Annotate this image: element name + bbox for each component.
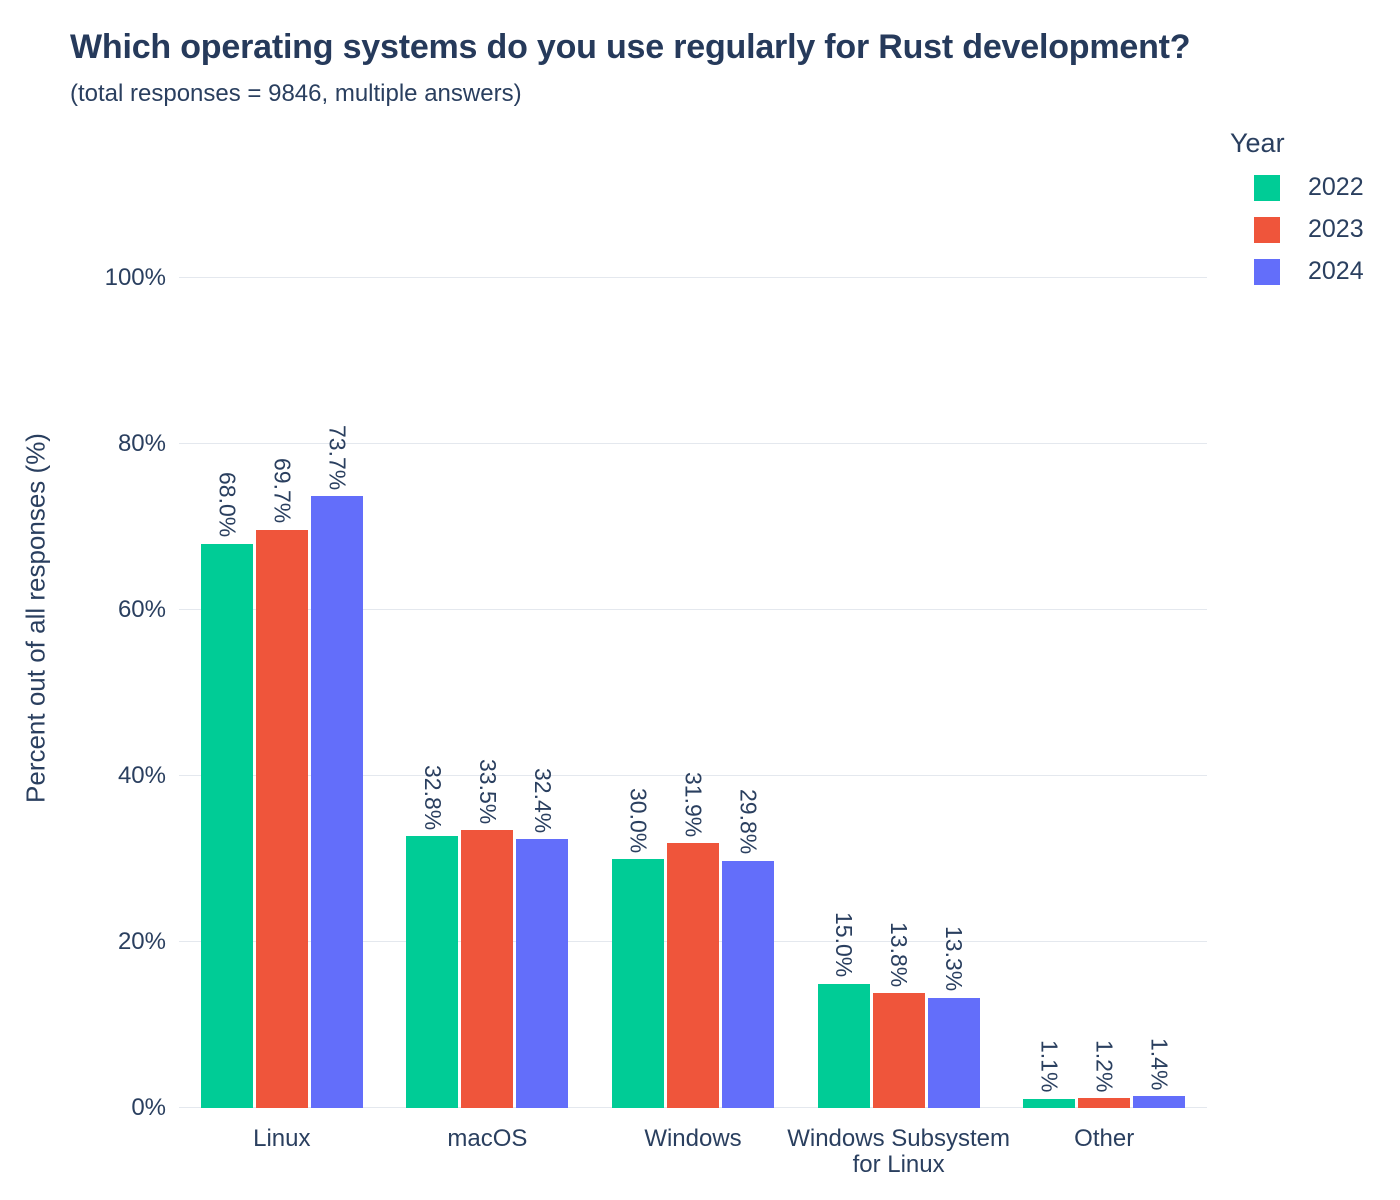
bar-2024-windows-subsystem [927,997,980,1108]
y-tick-label: 100% [104,264,166,291]
bar-group-other: 1.1% 1.2% 1.4% [1001,278,1207,1108]
bar-column: 1.2% [1078,278,1131,1108]
bar-2024-other [1133,1096,1186,1108]
bar-value-label: 32.4% [529,767,556,834]
y-tick-label: 40% [117,762,166,789]
bar-2024-linux [310,496,363,1108]
bar-value-label: 15.0% [831,912,858,978]
bar-2023-windows [666,843,719,1108]
legend-item-label: 2022 [1308,173,1364,201]
bar-column: 32.8% [406,278,459,1108]
plot-area: 68.0% 69.7% 73.7% 32.8% 33.5% 32.4% 30.0% 31.9%… [179,277,1207,1108]
bar-value-label: 1.2% [1091,1039,1118,1093]
bar-group-windows-subsystem: 15.0% 13.8% 13.3% [796,278,1002,1108]
legend-item-label: 2023 [1308,215,1364,243]
bar-column: 15.0% [817,278,870,1108]
bar-value-label: 13.3% [941,926,968,992]
bar-column: 1.4% [1133,278,1186,1108]
bar-column: 33.5% [461,278,514,1108]
bar-column: 73.7% [310,278,363,1108]
legend: Year 2022 2023 2024 [1228,128,1364,299]
gridline-80% [179,443,1207,444]
legend-swatch-2022 [1254,174,1280,201]
x-category-label: macOS [447,1125,528,1152]
bar-value-label: 30.0% [625,787,652,853]
bar-value-label: 29.8% [735,789,762,855]
bar-2022-macos [406,835,459,1108]
bar-value-label: 68.0% [214,472,241,538]
y-tick-label: 60% [117,596,166,623]
bar-column: 69.7% [255,278,308,1108]
bar-2024-windows [721,860,774,1108]
y-tick-label: 80% [117,430,166,457]
bar-column: 31.9% [666,278,719,1108]
legend-item-2022[interactable]: 2022 [1254,173,1364,202]
bar-group-windows: 30.0% 31.9% 29.8% [590,278,796,1108]
bar-column: 30.0% [611,278,664,1108]
bar-2022-linux [200,543,253,1108]
legend-swatch-2024 [1254,258,1280,285]
bar-group-linux: 68.0% 69.7% 73.7% [179,278,385,1108]
bar-value-label: 13.8% [886,922,913,988]
bar-column: 29.8% [721,278,774,1108]
gridline-100% [179,277,1207,278]
legend-title: Year [1230,128,1285,158]
legend-item-2024[interactable]: 2024 [1254,257,1364,286]
bar-2022-windows [611,859,664,1108]
bar-column: 32.4% [516,278,569,1108]
legend-swatch-2023 [1254,216,1280,243]
bar-2023-linux [255,529,308,1108]
bar-value-label: 33.5% [474,758,501,824]
bar-2023-macos [461,829,514,1108]
chart-title: Which operating systems do you use regul… [70,28,1191,66]
bar-column: 1.1% [1023,278,1076,1108]
bar-value-label: 73.7% [324,425,351,491]
y-tick-label: 0% [131,1094,166,1121]
y-axis-title: Percent out of all responses (%) [20,433,51,803]
bar-2022-other [1023,1098,1076,1108]
bar-value-label: 1.1% [1036,1040,1063,1093]
legend-item-label: 2024 [1308,257,1364,285]
x-category-label: Windows Subsystem for Linux [787,1125,1010,1179]
chart-subtitle: (total responses = 9846, multiple answer… [70,80,522,107]
bar-2023-windows-subsystem [872,993,925,1108]
x-category-label: Linux [253,1125,311,1152]
bar-value-label: 32.8% [419,764,446,830]
x-category-label: Other [1074,1125,1135,1152]
y-tick-label: 20% [117,928,166,955]
bar-column: 13.3% [927,278,980,1108]
bar-column: 68.0% [200,278,253,1108]
bar-2022-windows-subsystem [817,983,870,1108]
bar-value-label: 1.4% [1146,1037,1173,1091]
x-axis-labels: Linux macOS Windows Windows Subsystem for L… [179,1125,1207,1186]
bar-column: 13.8% [872,278,925,1108]
x-category-label: Windows [644,1125,742,1152]
bar-value-label: 69.7% [269,458,296,524]
bar-2024-macos [516,839,569,1108]
bar-group-macos: 32.8% 33.5% 32.4% [385,278,591,1108]
gridline-60% [179,609,1207,610]
bar-value-label: 31.9% [680,772,707,838]
bar-2023-other [1078,1098,1131,1108]
gridline-40% [179,775,1207,776]
legend-item-2023[interactable]: 2023 [1254,215,1364,244]
